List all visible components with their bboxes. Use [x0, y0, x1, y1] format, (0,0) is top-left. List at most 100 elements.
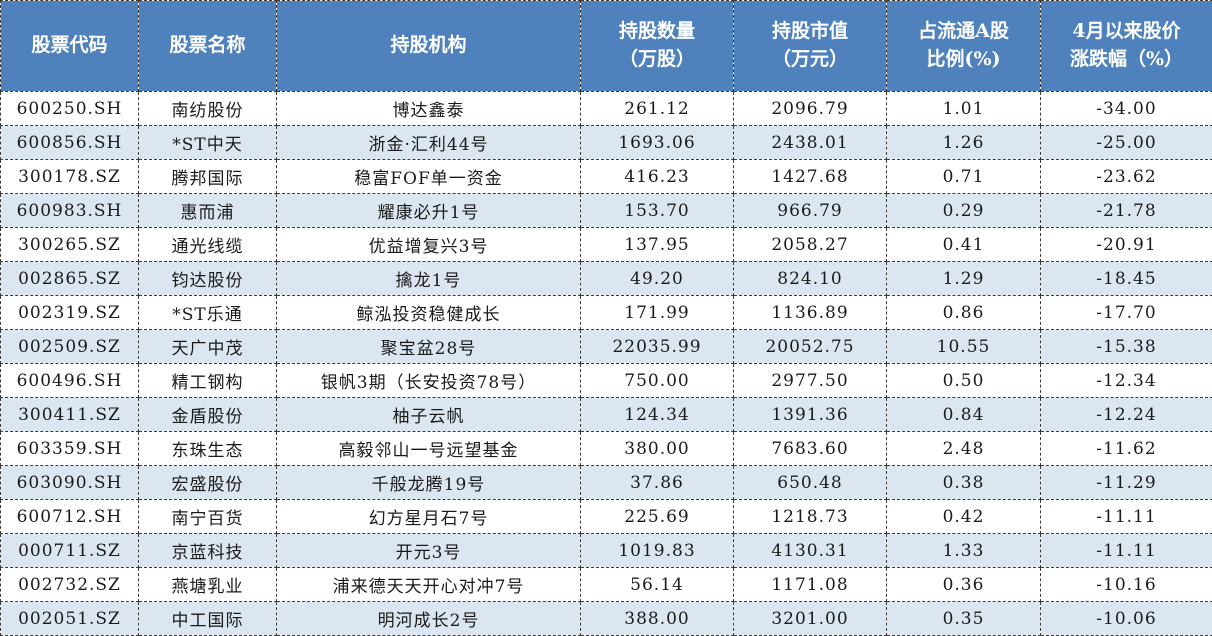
cell-institution: 耀康必升1号: [277, 194, 581, 228]
cell-ratio-of-float-a: 1.26: [887, 126, 1041, 160]
col-header-price-change-since-april: 4月以来股价 涨跌幅（%）: [1041, 1, 1212, 92]
cell-stock-name: 惠而浦: [139, 194, 277, 228]
cell-ratio-of-float-a: 0.86: [887, 296, 1041, 330]
cell-price-change-since-april: -18.45: [1041, 262, 1212, 296]
cell-price-change-since-april: -10.06: [1041, 602, 1212, 636]
cell-stock-name: *ST中天: [139, 126, 277, 160]
cell-stock-name: 京蓝科技: [139, 534, 277, 568]
cell-stock-name: 天广中茂: [139, 330, 277, 364]
cell-stock-code: 000711.SZ: [1, 534, 139, 568]
cell-market-value: 2096.79: [734, 92, 887, 126]
cell-stock-code: 600250.SH: [1, 92, 139, 126]
cell-ratio-of-float-a: 1.29: [887, 262, 1041, 296]
col-header-market-value: 持股市值 （万元）: [734, 1, 887, 92]
cell-ratio-of-float-a: 0.38: [887, 466, 1041, 500]
cell-stock-code: 002319.SZ: [1, 296, 139, 330]
cell-stock-name: 宏盛股份: [139, 466, 277, 500]
cell-institution: 擒龙1号: [277, 262, 581, 296]
cell-stock-name: 精工钢构: [139, 364, 277, 398]
header-label: 股票代码: [2, 32, 137, 60]
cell-holding-quantity: 750.00: [581, 364, 734, 398]
cell-ratio-of-float-a: 0.84: [887, 398, 1041, 432]
cell-market-value: 4130.31: [734, 534, 887, 568]
cell-market-value: 2438.01: [734, 126, 887, 160]
header-label: （万股）: [582, 46, 732, 74]
col-header-institution: 持股机构: [277, 1, 581, 92]
cell-market-value: 966.79: [734, 194, 887, 228]
cell-price-change-since-april: -25.00: [1041, 126, 1212, 160]
cell-holding-quantity: 225.69: [581, 500, 734, 534]
cell-institution: 鲸泓投资稳健成长: [277, 296, 581, 330]
cell-market-value: 1218.73: [734, 500, 887, 534]
cell-ratio-of-float-a: 1.01: [887, 92, 1041, 126]
cell-institution: 浦来德天天开心对冲7号: [277, 568, 581, 602]
header-label: （万元）: [735, 46, 885, 74]
cell-stock-name: 东珠生态: [139, 432, 277, 466]
cell-holding-quantity: 416.23: [581, 160, 734, 194]
cell-price-change-since-april: -10.16: [1041, 568, 1212, 602]
cell-ratio-of-float-a: 0.71: [887, 160, 1041, 194]
cell-market-value: 1391.36: [734, 398, 887, 432]
cell-price-change-since-april: -15.38: [1041, 330, 1212, 364]
cell-holding-quantity: 124.34: [581, 398, 734, 432]
cell-market-value: 650.48: [734, 466, 887, 500]
header-label: 持股市值: [735, 18, 885, 46]
cell-stock-code: 002509.SZ: [1, 330, 139, 364]
cell-price-change-since-april: -34.00: [1041, 92, 1212, 126]
cell-ratio-of-float-a: 0.36: [887, 568, 1041, 602]
cell-stock-name: 腾邦国际: [139, 160, 277, 194]
col-header-ratio-of-float-a: 占流通A股 比例(%): [887, 1, 1041, 92]
cell-holding-quantity: 153.70: [581, 194, 734, 228]
cell-stock-name: 中工国际: [139, 602, 277, 636]
cell-stock-code: 300265.SZ: [1, 228, 139, 262]
cell-stock-code: 603090.SH: [1, 466, 139, 500]
cell-stock-code: 600983.SH: [1, 194, 139, 228]
cell-stock-code: 603359.SH: [1, 432, 139, 466]
cell-ratio-of-float-a: 2.48: [887, 432, 1041, 466]
cell-stock-code: 002732.SZ: [1, 568, 139, 602]
cell-institution: 幻方星月石7号: [277, 500, 581, 534]
cell-institution: 柚子云帆: [277, 398, 581, 432]
col-header-stock-name: 股票名称: [139, 1, 277, 92]
cell-price-change-since-april: -11.11: [1041, 534, 1212, 568]
cell-institution: 明河成长2号: [277, 602, 581, 636]
cell-price-change-since-april: -20.91: [1041, 228, 1212, 262]
cell-stock-code: 002865.SZ: [1, 262, 139, 296]
header-label: 股票名称: [140, 32, 275, 60]
cell-holding-quantity: 388.00: [581, 602, 734, 636]
cell-market-value: 1136.89: [734, 296, 887, 330]
cell-ratio-of-float-a: 0.29: [887, 194, 1041, 228]
header-label: 涨跌幅（%）: [1042, 46, 1211, 74]
cell-institution: 银帆3期（长安投资78号）: [277, 364, 581, 398]
cell-stock-name: 通光线缆: [139, 228, 277, 262]
cell-holding-quantity: 37.86: [581, 466, 734, 500]
cell-holding-quantity: 1693.06: [581, 126, 734, 160]
cell-market-value: 1427.68: [734, 160, 887, 194]
cell-stock-code: 600712.SH: [1, 500, 139, 534]
cell-holding-quantity: 380.00: [581, 432, 734, 466]
cell-price-change-since-april: -11.29: [1041, 466, 1212, 500]
header-row: 股票代码 股票名称 持股机构 持股数量 （万股） 持股市值 （万元） 占流通A股: [1, 1, 1212, 92]
cell-ratio-of-float-a: 0.35: [887, 602, 1041, 636]
cell-stock-name: 南宁百货: [139, 500, 277, 534]
cell-holding-quantity: 56.14: [581, 568, 734, 602]
cell-price-change-since-april: -21.78: [1041, 194, 1212, 228]
cell-price-change-since-april: -12.24: [1041, 398, 1212, 432]
cell-stock-name: 燕塘乳业: [139, 568, 277, 602]
cell-price-change-since-april: -11.11: [1041, 500, 1212, 534]
cell-holding-quantity: 49.20: [581, 262, 734, 296]
